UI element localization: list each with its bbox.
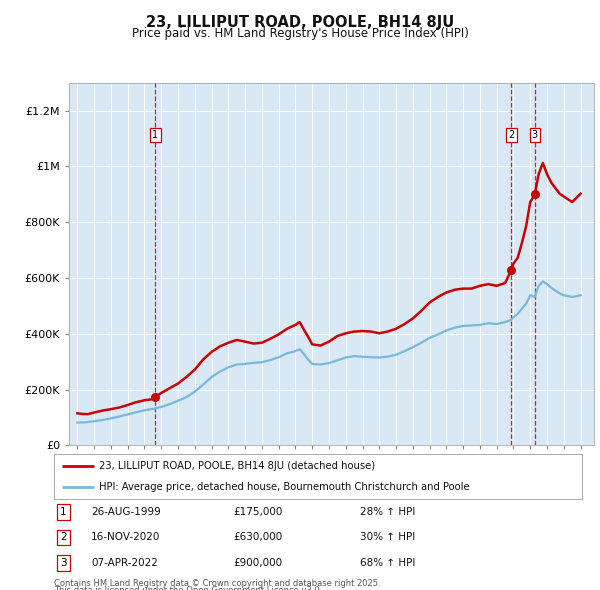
Text: 23, LILLIPUT ROAD, POOLE, BH14 8JU: 23, LILLIPUT ROAD, POOLE, BH14 8JU bbox=[146, 15, 454, 30]
Text: £175,000: £175,000 bbox=[233, 507, 283, 517]
Text: 1: 1 bbox=[60, 507, 67, 517]
Text: 26-AUG-1999: 26-AUG-1999 bbox=[91, 507, 161, 517]
Text: 28% ↑ HPI: 28% ↑ HPI bbox=[360, 507, 416, 517]
Text: 07-APR-2022: 07-APR-2022 bbox=[91, 558, 158, 568]
Text: 1: 1 bbox=[152, 130, 158, 140]
Text: £900,000: £900,000 bbox=[233, 558, 283, 568]
Text: HPI: Average price, detached house, Bournemouth Christchurch and Poole: HPI: Average price, detached house, Bour… bbox=[99, 482, 470, 492]
Text: 68% ↑ HPI: 68% ↑ HPI bbox=[360, 558, 416, 568]
Text: 2: 2 bbox=[60, 533, 67, 542]
Text: 2: 2 bbox=[508, 130, 515, 140]
Text: Price paid vs. HM Land Registry's House Price Index (HPI): Price paid vs. HM Land Registry's House … bbox=[131, 27, 469, 40]
Text: 30% ↑ HPI: 30% ↑ HPI bbox=[360, 533, 415, 542]
Text: Contains HM Land Registry data © Crown copyright and database right 2025.: Contains HM Land Registry data © Crown c… bbox=[54, 579, 380, 588]
Text: 3: 3 bbox=[532, 130, 538, 140]
Text: 16-NOV-2020: 16-NOV-2020 bbox=[91, 533, 160, 542]
Text: 23, LILLIPUT ROAD, POOLE, BH14 8JU (detached house): 23, LILLIPUT ROAD, POOLE, BH14 8JU (deta… bbox=[99, 461, 375, 471]
Text: This data is licensed under the Open Government Licence v3.0.: This data is licensed under the Open Gov… bbox=[54, 586, 322, 590]
Text: 3: 3 bbox=[60, 558, 67, 568]
Text: £630,000: £630,000 bbox=[233, 533, 283, 542]
